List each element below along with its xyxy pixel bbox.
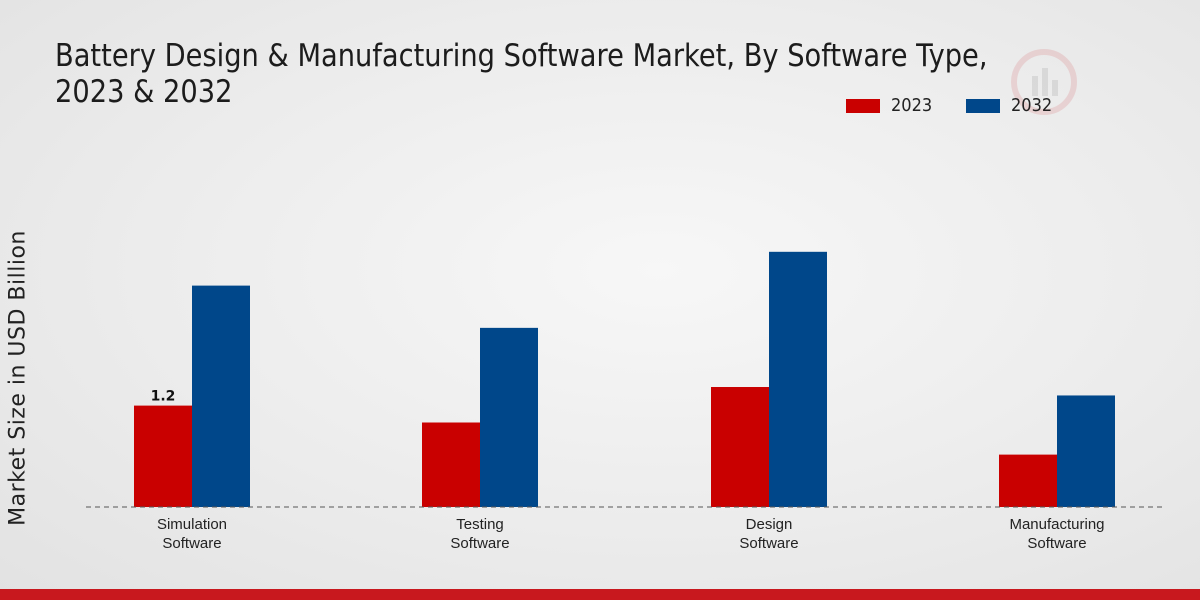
legend-item-2023: 2023 xyxy=(846,95,937,116)
x-tick-label-3-0: Manufacturing xyxy=(1009,516,1104,533)
chart-title: Battery Design & Manufacturing Software … xyxy=(55,38,988,110)
bar-2023-3 xyxy=(999,454,1057,507)
x-tick-label-1-1: Software xyxy=(450,535,509,552)
bar-2032-0 xyxy=(192,285,250,507)
x-tick-label-1-0: Testing xyxy=(456,516,504,533)
legend-item-2032: 2032 xyxy=(966,95,1057,116)
bar-2023-1 xyxy=(422,422,480,507)
legend-label-2032: 2032 xyxy=(1011,95,1053,116)
bar-2032-3 xyxy=(1057,395,1115,507)
x-tick-label-3-1: Software xyxy=(1027,535,1086,552)
watermark-logo-icon xyxy=(1008,46,1080,118)
legend-swatch-2023 xyxy=(846,98,880,113)
data-label-0: 1.2 xyxy=(151,389,176,405)
x-tick-label-0-0: Simulation xyxy=(157,516,227,533)
bar-2023-2 xyxy=(711,387,769,507)
legend-swatch-2032 xyxy=(966,98,1000,113)
legend-label-2023: 2023 xyxy=(891,95,933,116)
x-tick-label-2-1: Software xyxy=(739,535,798,552)
x-tick-label-0-1: Software xyxy=(162,535,221,552)
x-tick-label-2-0: Design xyxy=(746,516,793,533)
bar-2032-2 xyxy=(769,251,827,507)
footer-bar xyxy=(0,589,1200,600)
bar-2032-1 xyxy=(480,327,538,507)
bar-2023-0 xyxy=(134,405,192,507)
